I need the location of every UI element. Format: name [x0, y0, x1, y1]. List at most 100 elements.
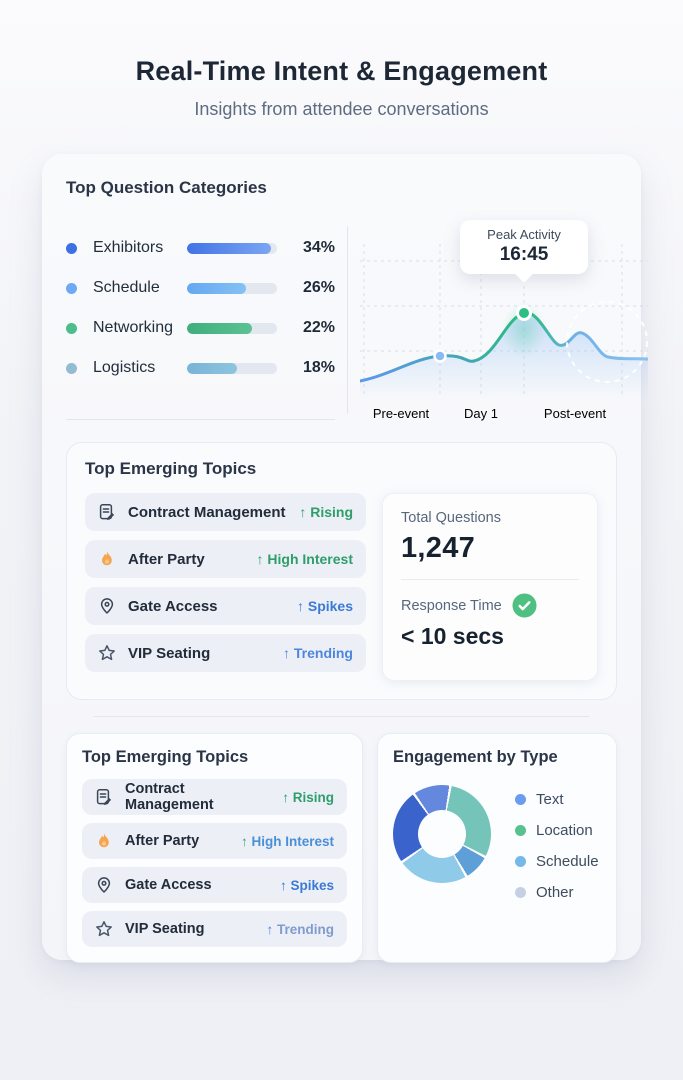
peak-point [516, 305, 533, 321]
category-row: Networking 22% [66, 308, 335, 348]
section-heading: Top Question Categories [66, 178, 267, 197]
star-icon [95, 920, 113, 938]
response-time-value: < 10 secs [401, 623, 504, 649]
category-percent: 18% [303, 359, 336, 376]
activity-chart: Peak Activity 16:45 [360, 220, 649, 421]
page: { "page": { "title": "Real-Time Intent &… [0, 56, 683, 1080]
topic-label: VIP Seating [128, 644, 211, 662]
topic-trend: ↑ Trending [266, 922, 334, 937]
response-time-label: Response Time [401, 597, 502, 614]
topic-row-gate-access[interactable]: Gate Access ↑ Spikes [82, 867, 347, 903]
tooltip-title: Peak Activity [487, 227, 561, 242]
pin-icon [95, 876, 113, 894]
trend-arrow-icon: ↑ [266, 921, 274, 937]
trend-arrow-icon: ↑ [299, 504, 307, 520]
legend-dot [515, 887, 526, 898]
category-percent: 34% [303, 239, 336, 256]
trend-text: High Interest [251, 833, 334, 849]
trend-text: Spikes [290, 877, 334, 893]
legend-dot [515, 825, 526, 836]
topic-label: VIP Seating [125, 921, 205, 937]
topic-label: After Party [125, 833, 200, 849]
page-title: Real-Time Intent & Engagement [135, 56, 548, 86]
topic-label: Gate Access [125, 877, 212, 893]
category-row: Exhibitors 34% [66, 228, 335, 268]
trend-arrow-icon: ↑ [256, 551, 264, 567]
category-percent: 22% [303, 319, 336, 336]
section-heading: Engagement by Type [393, 748, 558, 766]
category-dot [66, 362, 77, 374]
legend-item-location: Location [515, 822, 599, 839]
category-label: Schedule [93, 279, 160, 296]
engagement-donut-chart [393, 785, 491, 883]
section-heading: Top Emerging Topics [85, 459, 257, 478]
category-bar-fill [187, 242, 271, 254]
category-label: Exhibitors [93, 239, 164, 256]
pre-event-point [433, 349, 447, 363]
flame-icon [95, 832, 113, 850]
topic-row-contract-management[interactable]: Contract Management ↑ Rising [85, 493, 366, 531]
category-label: Networking [93, 319, 174, 336]
category-bar-fill [187, 362, 238, 374]
x-label-pre-event: Pre-event [373, 406, 430, 421]
topic-row-vip-seating[interactable]: VIP Seating ↑ Trending [85, 634, 366, 672]
contract-icon [98, 503, 116, 521]
emerging-topics-section: Top Emerging Topics Contract Management … [66, 442, 617, 700]
page-subtitle: Insights from attendee conversations [194, 99, 489, 119]
topic-list: Contract Management ↑ Rising After Party… [82, 779, 347, 947]
tooltip-value: 16:45 [499, 244, 549, 265]
category-dot [66, 282, 77, 294]
topic-trend: ↑ Rising [299, 504, 353, 520]
topic-row-vip-seating[interactable]: VIP Seating ↑ Trending [82, 911, 347, 947]
topic-label: After Party [128, 550, 205, 568]
topic-list: Contract Management ↑ Rising After Party… [85, 493, 366, 681]
category-bar-track [187, 242, 278, 254]
total-questions-value: 1,247 [401, 532, 476, 564]
topic-row-after-party[interactable]: After Party ↑ High Interest [82, 823, 347, 859]
engagement-legend: Text Location Schedule Other [515, 785, 599, 915]
category-bar-fill [187, 282, 247, 294]
stats-card: Total Questions 1,247 Response Time < 10… [382, 493, 598, 681]
section-divider [94, 716, 589, 717]
topic-label: Gate Access [128, 597, 218, 615]
category-dot [66, 242, 77, 254]
trend-text: Rising [292, 789, 334, 805]
dashed-forecast-circle [566, 301, 649, 383]
topic-trend: ↑ High Interest [257, 551, 353, 567]
trend-arrow-icon: ↑ [282, 789, 289, 805]
topic-row-gate-access[interactable]: Gate Access ↑ Spikes [85, 587, 366, 625]
stats-divider [401, 579, 579, 580]
emerging-topics-section-2: Top Emerging Topics Contract Management … [66, 733, 363, 963]
legend-label: Location [536, 822, 593, 839]
trend-arrow-icon: ↑ [282, 645, 290, 661]
dashboard-card: Top Question Categories Exhibitors 34% S… [42, 154, 649, 963]
topic-row-contract-management[interactable]: Contract Management ↑ Rising [82, 779, 347, 815]
category-bar-track [187, 322, 278, 334]
section-heading: Top Emerging Topics [82, 748, 249, 766]
category-row: Logistics 18% [66, 348, 335, 388]
topic-trend: ↑ Spikes [280, 878, 334, 893]
legend-label: Other [536, 884, 574, 901]
contract-icon [95, 788, 113, 806]
x-label-post-event: Post-event [544, 406, 607, 421]
trend-arrow-icon: ↑ [296, 598, 304, 614]
legend-label: Schedule [536, 853, 599, 870]
topic-row-after-party[interactable]: After Party ↑ High Interest [85, 540, 366, 578]
category-row: Schedule 26% [66, 268, 335, 308]
total-questions-label: Total Questions [401, 510, 501, 526]
category-bar-track [187, 282, 278, 294]
trend-text: Trending [293, 645, 353, 661]
line-chart-svg: Pre-event Day 1 Post-event [360, 244, 649, 421]
top-question-categories-section: Top Question Categories Exhibitors 34% S… [66, 178, 649, 421]
category-dot [66, 322, 77, 334]
top-grid: Exhibitors 34% Schedule 26% Networking 2… [66, 220, 649, 421]
topic-label: Contract Management [125, 781, 214, 813]
category-label: Logistics [93, 359, 156, 376]
topic-trend: ↑ Trending [283, 645, 353, 661]
topic-trend: ↑ High Interest [241, 834, 334, 849]
legend-item-text: Text [515, 791, 599, 808]
star-icon [98, 644, 116, 662]
pin-icon [98, 597, 116, 615]
legend-dot [515, 856, 526, 867]
category-percent: 26% [303, 279, 336, 296]
